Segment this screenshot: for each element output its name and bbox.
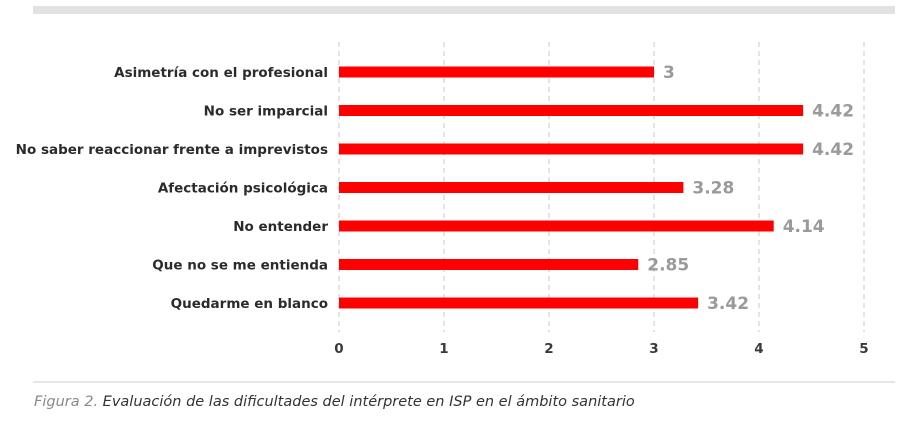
x-tick-label: 5: [859, 341, 868, 357]
data-label: 3: [663, 63, 675, 83]
x-tick-label: 4: [754, 341, 763, 357]
chart-x-axis-ticks: 0 1 2 3 4 5: [334, 341, 868, 357]
chart-value-labels: 3 4.42 4.42 3.28 4.14 2.85 3.42: [647, 63, 854, 314]
category-label: Asimetría con el profesional: [114, 65, 328, 81]
data-label: 4.14: [783, 217, 825, 237]
x-tick-label: 2: [544, 341, 553, 357]
bar: [339, 259, 639, 270]
category-label: Quedarme en blanco: [171, 296, 328, 312]
x-tick-label: 3: [649, 341, 658, 357]
data-label: 2.85: [647, 256, 689, 276]
data-label: 4.42: [812, 102, 854, 122]
chart-category-labels: Asimetría con el profesional No ser impar…: [16, 65, 329, 312]
category-label: Que no se me entienda: [152, 258, 328, 274]
category-label: Afectación psicológica: [158, 181, 328, 197]
x-tick-label: 1: [439, 341, 448, 357]
x-tick-label: 0: [334, 341, 343, 357]
bar: [339, 182, 684, 193]
bar: [339, 143, 804, 155]
bar: [339, 297, 699, 309]
data-label: 4.42: [812, 140, 854, 160]
bar: [339, 220, 774, 232]
figure-caption-text: Evaluación de las dificultades del intér…: [102, 394, 635, 410]
bar: [339, 105, 804, 116]
data-label: 3.28: [692, 179, 734, 199]
data-label: 3.42: [707, 294, 749, 314]
bar: [339, 66, 654, 78]
figure-label: Figura 2.: [34, 394, 99, 410]
category-label: No ser imparcial: [204, 104, 328, 120]
figure-caption: Figura 2. Evaluación de las dificultades…: [34, 394, 635, 410]
chart-bars: [339, 66, 804, 309]
category-label: No saber reaccionar frente a imprevistos: [16, 142, 328, 158]
chart-frame-bottom-border: [33, 381, 895, 383]
category-label: No entender: [233, 219, 328, 235]
